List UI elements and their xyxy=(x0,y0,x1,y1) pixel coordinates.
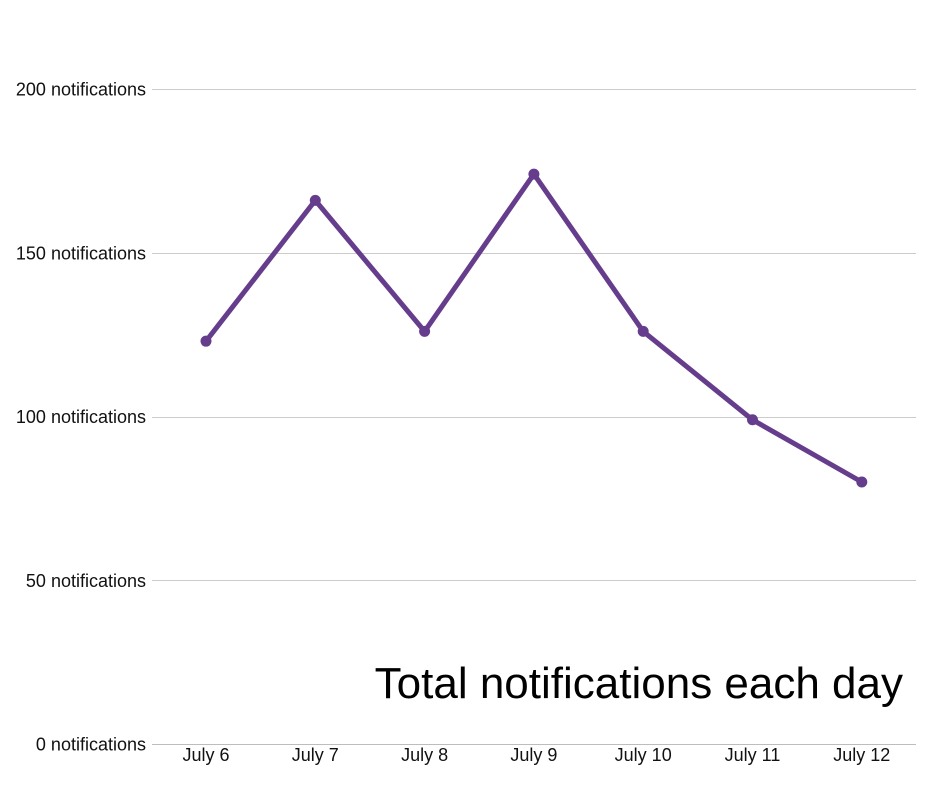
x-tick-label: July 9 xyxy=(510,745,557,765)
y-axis-tick-labels: 0 notifications 50 notifications 100 notif… xyxy=(16,80,146,755)
y-tick-label: 50 notifications xyxy=(26,571,146,591)
data-point xyxy=(200,335,212,347)
y-tick-label: 150 notifications xyxy=(16,243,146,263)
y-tick-label: 200 notifications xyxy=(16,80,146,100)
x-tick-label: July 7 xyxy=(292,745,339,765)
x-axis-tick-labels: July 6 July 7 July 8 July 9 July 10 July 11 Ju… xyxy=(182,745,890,765)
x-tick-label: July 10 xyxy=(615,745,672,765)
x-tick-label: July 11 xyxy=(725,745,781,765)
x-tick-label: July 8 xyxy=(401,745,448,765)
data-point xyxy=(419,325,431,337)
data-point xyxy=(747,414,758,426)
data-point xyxy=(637,325,649,337)
x-tick-label: July 6 xyxy=(182,745,229,765)
series-layer xyxy=(200,168,868,488)
gridlines xyxy=(152,89,916,745)
x-tick-label: July 12 xyxy=(833,745,890,765)
data-point xyxy=(528,168,540,180)
y-tick-label: 0 notifications xyxy=(36,735,146,755)
y-tick-label: 100 notifications xyxy=(16,407,146,427)
data-point xyxy=(309,194,321,206)
chart-title: Total notifications each day xyxy=(375,659,903,708)
data-point xyxy=(856,476,868,488)
series-line xyxy=(203,171,865,485)
